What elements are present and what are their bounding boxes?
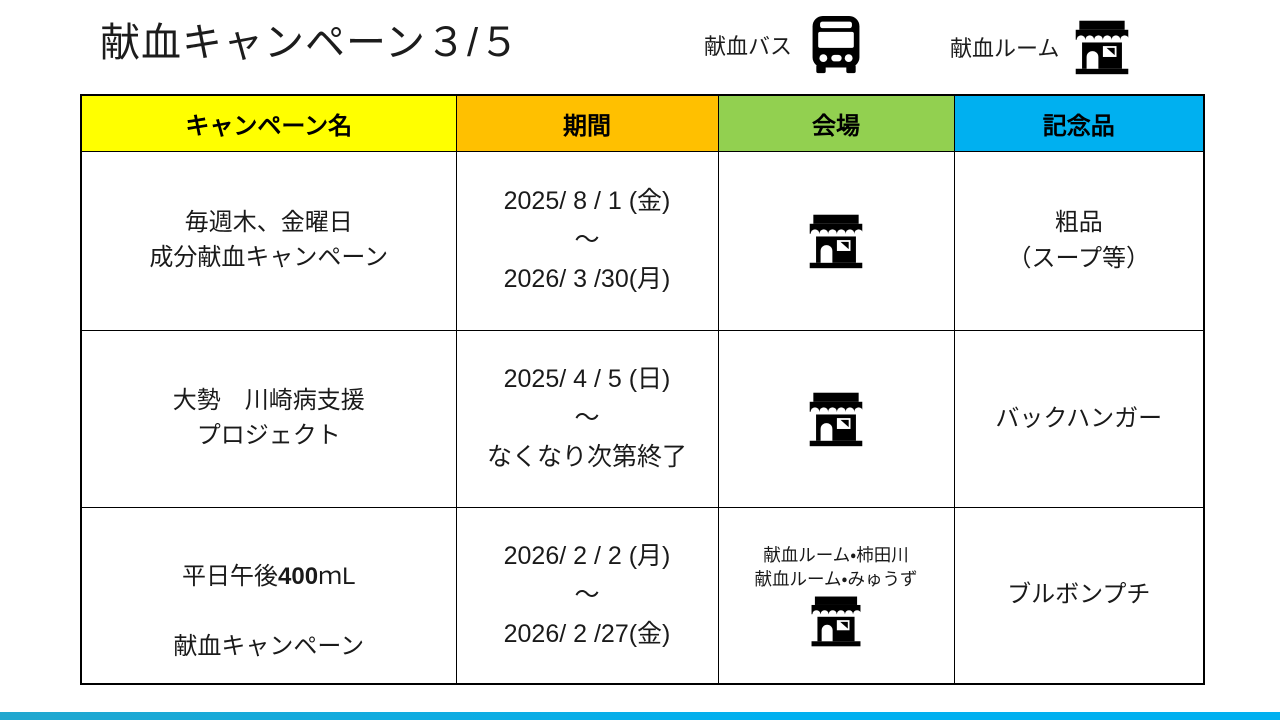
period-cell: 2026/ 2 / 2 (月) ～ 2026/ 2 /27(金) bbox=[455, 506, 719, 685]
campaign-name-cell: 平日午後400ｍL 献血キャンペーン bbox=[80, 506, 457, 685]
storefront-icon bbox=[1073, 18, 1131, 76]
table-row: 大勢 川崎病支援 プロジェクト 2025/ 4 / 5 (日) ～ なくなり次第… bbox=[80, 329, 1205, 508]
legend-bus-label: 献血バス bbox=[704, 34, 793, 59]
campaign-name-number: 400 bbox=[278, 563, 319, 591]
header-campaign-name: キャンペーン名 bbox=[80, 94, 457, 152]
legend-room-label: 献血ルーム bbox=[950, 36, 1060, 61]
table-row: 毎週木、金曜日 成分献血キャンペーン 2025/ 8 / 1 (金) ～ 202… bbox=[80, 150, 1205, 331]
bus-icon bbox=[806, 14, 866, 76]
campaign-name-unit: ｍL bbox=[318, 563, 356, 591]
table-row: 平日午後400ｍL 献血キャンペーン 2026/ 2 / 2 (月) ～ 202… bbox=[80, 506, 1205, 685]
storefront-icon bbox=[807, 390, 865, 448]
header-venue: 会場 bbox=[717, 94, 955, 152]
campaign-name-cell: 毎週木、金曜日 成分献血キャンペーン bbox=[80, 150, 457, 331]
campaign-table: キャンペーン名 期間 会場 記念品 毎週木、金曜日 成分献血キャンペーン 202… bbox=[80, 94, 1205, 685]
period-cell: 2025/ 8 / 1 (金) ～ 2026/ 3 /30(月) bbox=[455, 150, 719, 331]
legend-bus: 献血バス bbox=[704, 12, 866, 78]
period-cell: 2025/ 4 / 5 (日) ～ なくなり次第終了 bbox=[455, 329, 719, 508]
venue-cell bbox=[717, 329, 955, 508]
gift-cell: バックハンガー bbox=[953, 329, 1205, 508]
venue-cell: 献血ルーム・柿田川 献血ルーム・みゅうず bbox=[717, 506, 955, 685]
header-period: 期間 bbox=[455, 94, 719, 152]
gift-cell: ブルボンプチ bbox=[953, 506, 1205, 685]
storefront-icon bbox=[809, 594, 863, 648]
campaign-name-cell: 大勢 川崎病支援 プロジェクト bbox=[80, 329, 457, 508]
bottom-accent-bar bbox=[0, 712, 1280, 720]
storefront-icon bbox=[807, 212, 865, 270]
venue-text: 献血ルーム・柿田川 献血ルーム・みゅうず bbox=[754, 544, 918, 590]
legend-room: 献血ルーム bbox=[950, 14, 1131, 80]
gift-cell: 粗品 （スープ等） bbox=[953, 150, 1205, 331]
header-row: キャンペーン名 期間 会場 記念品 bbox=[80, 94, 1205, 152]
page-title: 献血キャンペーン３/５ bbox=[100, 21, 521, 65]
campaign-name-text: 平日午後 bbox=[182, 563, 279, 591]
header-gift: 記念品 bbox=[953, 94, 1205, 152]
venue-cell bbox=[717, 150, 955, 331]
campaign-name-line2: 献血キャンペーン bbox=[173, 633, 365, 661]
